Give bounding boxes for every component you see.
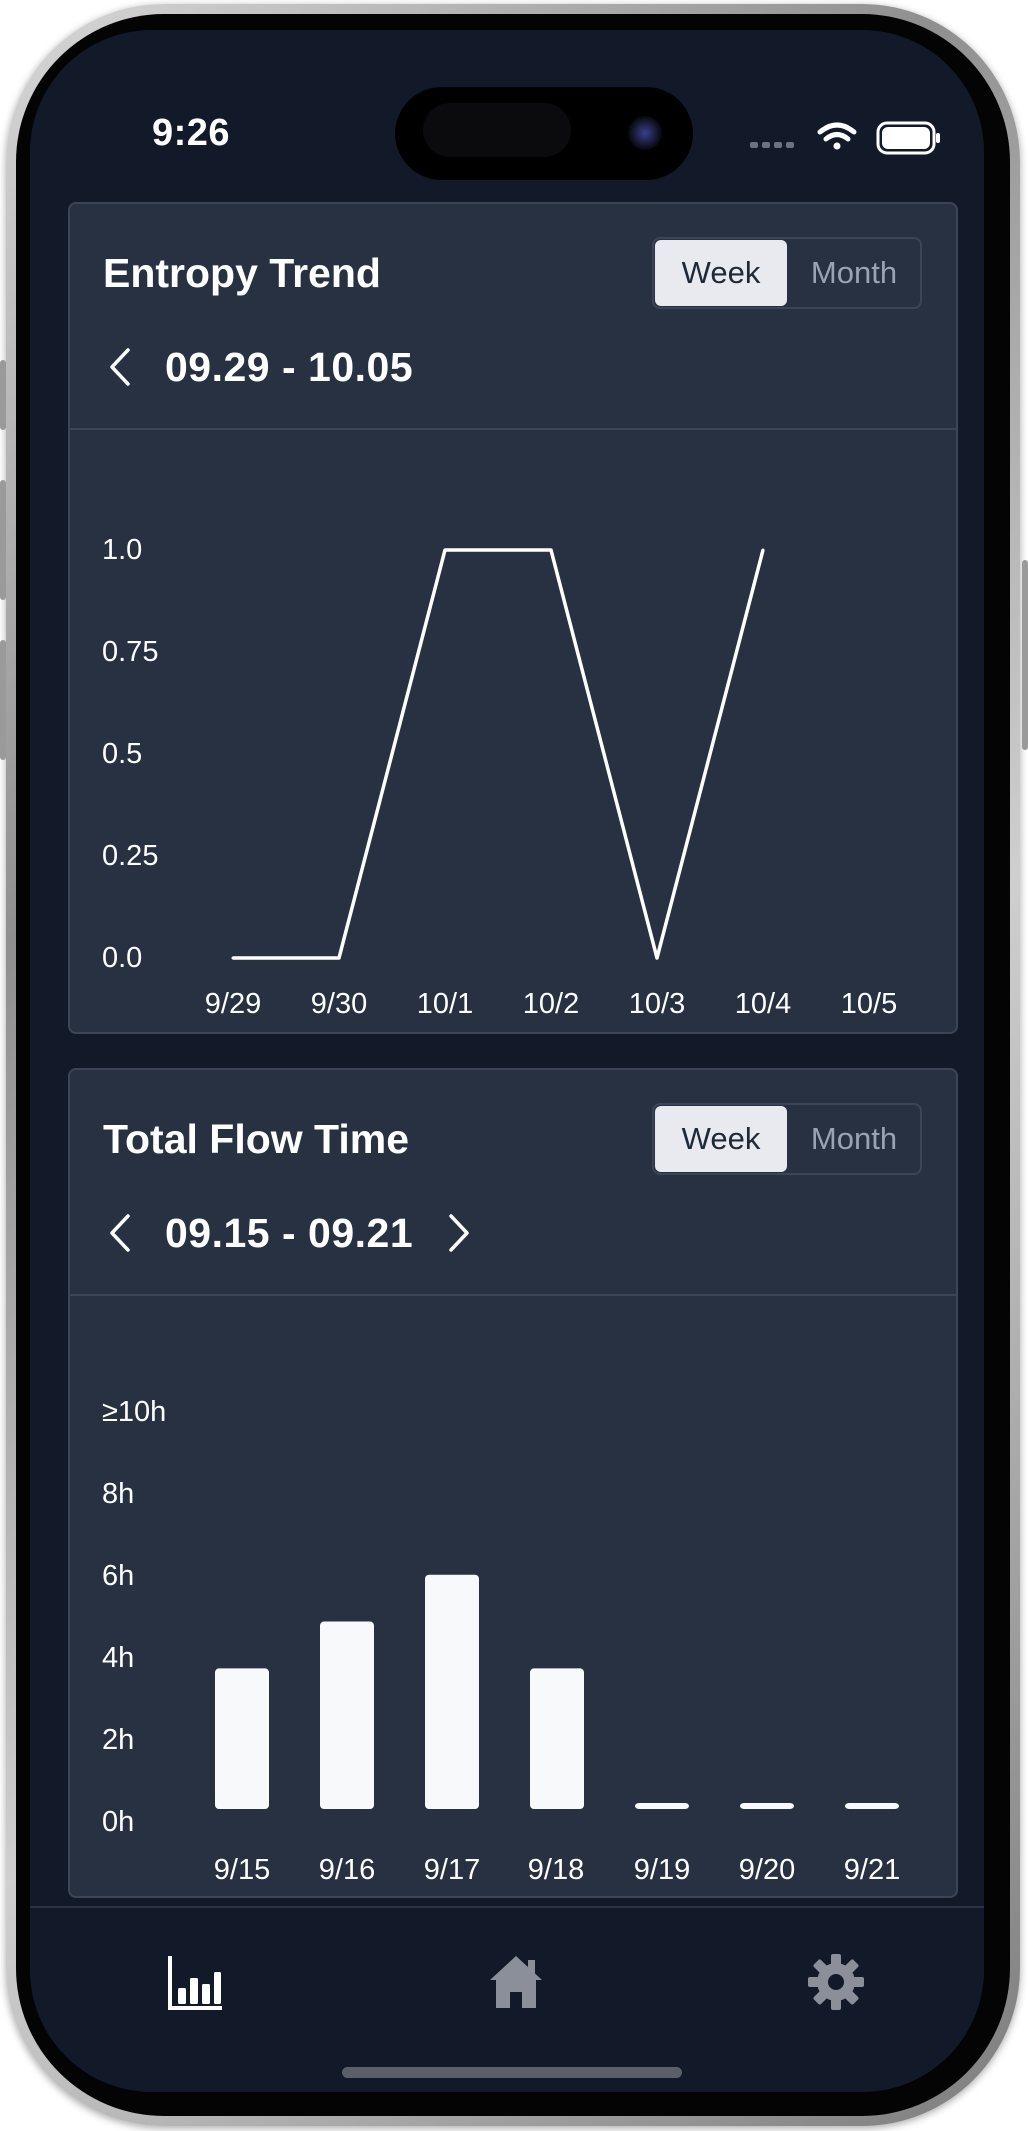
x-tick-label: 9/29 [204, 988, 262, 1020]
x-tick-label: 9/19 [633, 1854, 691, 1886]
y-tick-label: 8h [102, 1478, 135, 1510]
home-icon [490, 1956, 542, 2008]
week-button[interactable]: Week [655, 1106, 787, 1172]
bar-9/16 [320, 1621, 374, 1809]
y-tick-label: 0.75 [102, 636, 159, 668]
y-tick-label: 0.0 [102, 942, 143, 974]
home-indicator [342, 2067, 682, 2078]
previous-week-button[interactable] [100, 1208, 140, 1258]
period-toggle: Week Month [652, 237, 922, 309]
tab-bar [30, 1906, 984, 2092]
gear-icon [808, 1954, 864, 2010]
wifi-icon [817, 122, 857, 150]
x-tick-label: 10/5 [840, 988, 898, 1020]
bar-chart-icon [168, 1956, 222, 2010]
volume-down-button [0, 640, 6, 760]
x-tick-label: 9/20 [738, 1854, 796, 1886]
entropy-data-point-10/4 [761, 548, 765, 552]
entropy-data-point-10/1 [443, 548, 447, 552]
chevron-left-icon [110, 1214, 130, 1252]
x-tick-label: 10/3 [628, 988, 686, 1020]
x-tick-label: 10/2 [522, 988, 580, 1020]
volume-up-button [0, 480, 6, 600]
flow-bar-chart [215, 1574, 899, 1809]
status-time: 9:26 [152, 112, 231, 154]
y-tick-label: 6h [102, 1560, 135, 1592]
bar-9/18 [530, 1668, 584, 1809]
x-tick-label: 9/30 [310, 988, 368, 1020]
x-tick-label: 9/16 [318, 1854, 376, 1886]
bar-9/15 [215, 1668, 269, 1809]
entropy-data-point-10/3 [655, 956, 659, 960]
card-divider [70, 428, 956, 430]
x-tick-label: 9/18 [527, 1854, 585, 1886]
tab-settings[interactable] [806, 1952, 866, 2012]
previous-week-button[interactable] [100, 342, 140, 392]
bar-9/20 [740, 1803, 794, 1809]
total-flow-time-card: Total Flow Time Week Month 09.15 - 09.21… [68, 1068, 958, 1898]
y-tick-label: 0.5 [102, 738, 143, 770]
date-range: 09.15 - 09.21 [165, 1209, 414, 1256]
tab-home[interactable] [486, 1952, 546, 2012]
entropy-data-point-9/30 [337, 956, 341, 960]
x-tick-label: 10/1 [416, 988, 474, 1020]
week-button[interactable]: Week [655, 240, 787, 306]
chevron-left-icon [110, 348, 130, 386]
bar-9/21 [845, 1803, 899, 1809]
camera-icon [628, 116, 662, 150]
entropy-series-line [233, 548, 765, 960]
x-tick-label: 9/17 [423, 1854, 481, 1886]
month-button[interactable]: Month [810, 255, 898, 290]
y-tick-label: 4h [102, 1642, 135, 1674]
month-button[interactable]: Month [810, 1121, 898, 1156]
card-title: Total Flow Time [103, 1116, 409, 1162]
island-sensor [423, 103, 571, 157]
side-button [0, 360, 6, 430]
cellular-signal-icon [750, 142, 794, 148]
y-tick-label: 0.25 [102, 840, 159, 872]
chevron-right-icon [449, 1214, 469, 1252]
entropy-line-chart [231, 548, 765, 960]
tab-stats[interactable] [166, 1952, 226, 2012]
y-tick-label: ≥10h [102, 1396, 167, 1428]
date-range: 09.29 - 10.05 [165, 343, 414, 390]
y-tick-label: 2h [102, 1724, 135, 1756]
date-navigator: 09.15 - 09.21 [100, 1200, 479, 1266]
next-week-button[interactable] [439, 1208, 479, 1258]
period-toggle: Week Month [652, 1103, 922, 1175]
entropy-data-point-9/29 [231, 956, 235, 960]
battery-icon [876, 121, 940, 155]
card-divider [70, 1294, 956, 1296]
power-button [1022, 560, 1028, 750]
status-icons [750, 121, 940, 155]
y-tick-label: 0h [102, 1806, 135, 1838]
x-tick-label: 10/4 [734, 988, 792, 1020]
x-tick-label: 9/21 [843, 1854, 901, 1886]
entropy-data-point-10/2 [549, 548, 553, 552]
date-navigator: 09.29 - 10.05 [100, 334, 439, 400]
y-tick-label: 1.0 [102, 534, 143, 566]
app-screen: 9:26 Entropy Trend Week Month [30, 30, 984, 2092]
dynamic-island [395, 87, 693, 180]
entropy-trend-card: Entropy Trend Week Month 09.29 - 10.05 1… [68, 202, 958, 1034]
x-tick-label: 9/15 [213, 1854, 271, 1886]
card-title: Entropy Trend [103, 250, 381, 296]
bar-9/17 [425, 1574, 479, 1809]
bar-9/19 [635, 1803, 689, 1809]
